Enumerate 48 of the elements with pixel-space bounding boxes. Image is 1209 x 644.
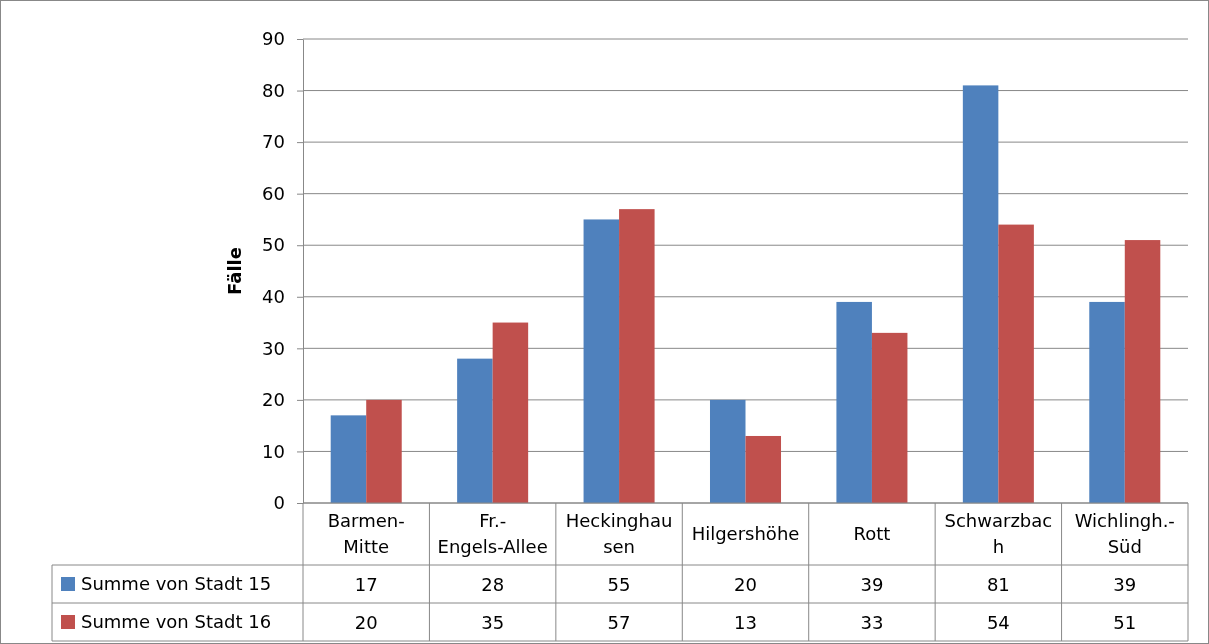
- data-label: 57: [607, 612, 631, 633]
- data-label: 51: [1113, 612, 1137, 633]
- bar: [366, 399, 402, 503]
- data-label: 20: [734, 574, 757, 595]
- data-label: 28: [481, 574, 505, 595]
- data-label: 35: [481, 612, 505, 633]
- x-tick-label: Hilgershöhe: [691, 523, 800, 544]
- x-tick-label: Rott: [853, 523, 891, 544]
- y-tick-label: 60: [262, 182, 285, 204]
- bar: [836, 301, 872, 503]
- y-tick-label: 50: [262, 234, 285, 256]
- y-tick-label: 0: [273, 492, 285, 514]
- bar: [871, 332, 908, 503]
- data-label: 54: [986, 612, 1010, 633]
- data-label: 13: [734, 612, 757, 633]
- x-tick-label: Barmen-Mitte: [327, 510, 405, 557]
- legend-label: Summe von Stadt 15: [81, 573, 272, 594]
- data-label: 39: [1113, 574, 1137, 595]
- y-tick-label: 20: [262, 389, 285, 411]
- bar: [619, 209, 655, 503]
- bar: [492, 322, 529, 503]
- bar: [1089, 301, 1125, 503]
- y-tick-label: 70: [262, 131, 285, 153]
- y-tick-label: 90: [262, 28, 285, 50]
- data-label: 55: [607, 574, 631, 595]
- y-tick-label: 80: [262, 79, 285, 101]
- y-tick-label: 40: [262, 286, 285, 308]
- y-tick-label: 10: [262, 440, 285, 462]
- y-tick-label: 30: [262, 337, 285, 359]
- data-label: 33: [860, 612, 884, 633]
- data-label: 20: [354, 612, 378, 633]
- bar: [998, 224, 1034, 503]
- data-label: 81: [986, 574, 1010, 595]
- data-label: 17: [354, 574, 378, 595]
- bar: [457, 358, 493, 503]
- bar: [745, 435, 782, 503]
- x-tick-label: Wichlingh.-Süd: [1074, 510, 1175, 557]
- bar: [962, 85, 999, 503]
- x-tick-label: Schwarzbach: [944, 510, 1053, 557]
- x-tick-label: Fr.-Engels-Allee: [437, 510, 548, 557]
- x-tick-label: Heckinghausen: [565, 510, 673, 557]
- y-axis-title: Fälle: [224, 247, 245, 295]
- legend-label: Summe von Stadt 16: [81, 611, 272, 632]
- data-label: 39: [860, 574, 884, 595]
- bar: [1124, 240, 1161, 503]
- bar: [583, 219, 620, 503]
- bar: [330, 415, 367, 503]
- bar: [709, 399, 746, 503]
